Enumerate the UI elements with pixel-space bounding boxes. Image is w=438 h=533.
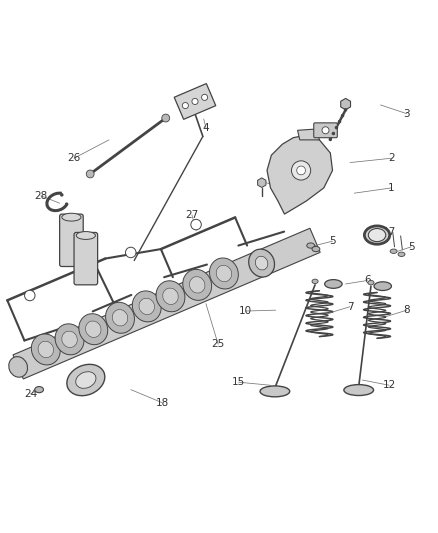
Circle shape [86,170,94,178]
Ellipse shape [325,280,342,288]
Circle shape [201,94,208,100]
Ellipse shape [9,357,28,377]
Circle shape [338,120,341,123]
Ellipse shape [307,243,314,248]
Circle shape [25,290,35,301]
Ellipse shape [67,365,105,395]
Circle shape [328,138,332,141]
Ellipse shape [183,269,212,301]
Ellipse shape [344,385,374,395]
Text: 26: 26 [67,153,81,163]
Ellipse shape [312,279,318,284]
Ellipse shape [112,310,128,326]
Circle shape [297,166,305,175]
Text: 2: 2 [388,153,395,163]
Ellipse shape [390,249,397,253]
Ellipse shape [79,314,108,345]
Ellipse shape [85,321,101,337]
Text: 6: 6 [364,276,371,286]
Circle shape [162,114,170,122]
FancyBboxPatch shape [74,232,98,285]
Text: 8: 8 [403,305,410,315]
Ellipse shape [163,288,178,304]
Text: 12: 12 [383,380,396,390]
Ellipse shape [368,229,386,241]
Polygon shape [267,135,332,214]
Text: 5: 5 [408,242,414,252]
Ellipse shape [216,265,232,281]
Text: 15: 15 [232,377,245,387]
Ellipse shape [62,213,81,221]
Ellipse shape [62,331,77,348]
Ellipse shape [35,386,43,393]
Text: 17: 17 [383,228,396,237]
Text: 1: 1 [388,183,395,193]
Ellipse shape [132,291,161,322]
Text: 4: 4 [203,123,209,133]
Ellipse shape [312,246,320,252]
Ellipse shape [368,280,374,285]
Text: 3: 3 [403,109,410,119]
Ellipse shape [255,256,268,270]
Ellipse shape [190,277,205,293]
Circle shape [335,126,338,130]
Circle shape [291,161,311,180]
Circle shape [192,99,198,104]
Circle shape [191,220,201,230]
Ellipse shape [398,252,405,256]
Circle shape [341,114,344,117]
Polygon shape [341,99,350,110]
Circle shape [182,102,188,109]
Circle shape [65,203,68,206]
Text: 27: 27 [185,210,198,220]
Polygon shape [174,84,216,119]
Text: 23: 23 [81,258,95,268]
Ellipse shape [209,258,238,289]
Polygon shape [297,129,319,140]
FancyBboxPatch shape [60,214,83,266]
Text: 29: 29 [276,183,289,193]
Text: 18: 18 [155,398,169,408]
Ellipse shape [374,282,392,290]
Ellipse shape [76,372,96,389]
Text: 7: 7 [346,302,353,312]
Text: 5: 5 [329,236,336,246]
Ellipse shape [139,298,155,314]
Ellipse shape [55,324,84,355]
Circle shape [322,127,329,134]
Circle shape [332,132,335,135]
Ellipse shape [32,334,60,365]
Text: 28: 28 [34,191,47,201]
FancyBboxPatch shape [314,123,337,138]
Circle shape [126,247,136,257]
Ellipse shape [249,249,275,277]
Polygon shape [258,178,266,188]
Ellipse shape [364,226,390,244]
Ellipse shape [38,341,53,358]
Text: 25: 25 [212,339,225,349]
Ellipse shape [156,281,185,312]
Polygon shape [13,228,320,379]
Ellipse shape [106,302,134,333]
Circle shape [60,193,64,197]
Text: 10: 10 [239,306,252,316]
Ellipse shape [260,386,290,397]
Ellipse shape [76,231,95,239]
Text: 24: 24 [24,389,37,399]
Circle shape [344,108,347,111]
